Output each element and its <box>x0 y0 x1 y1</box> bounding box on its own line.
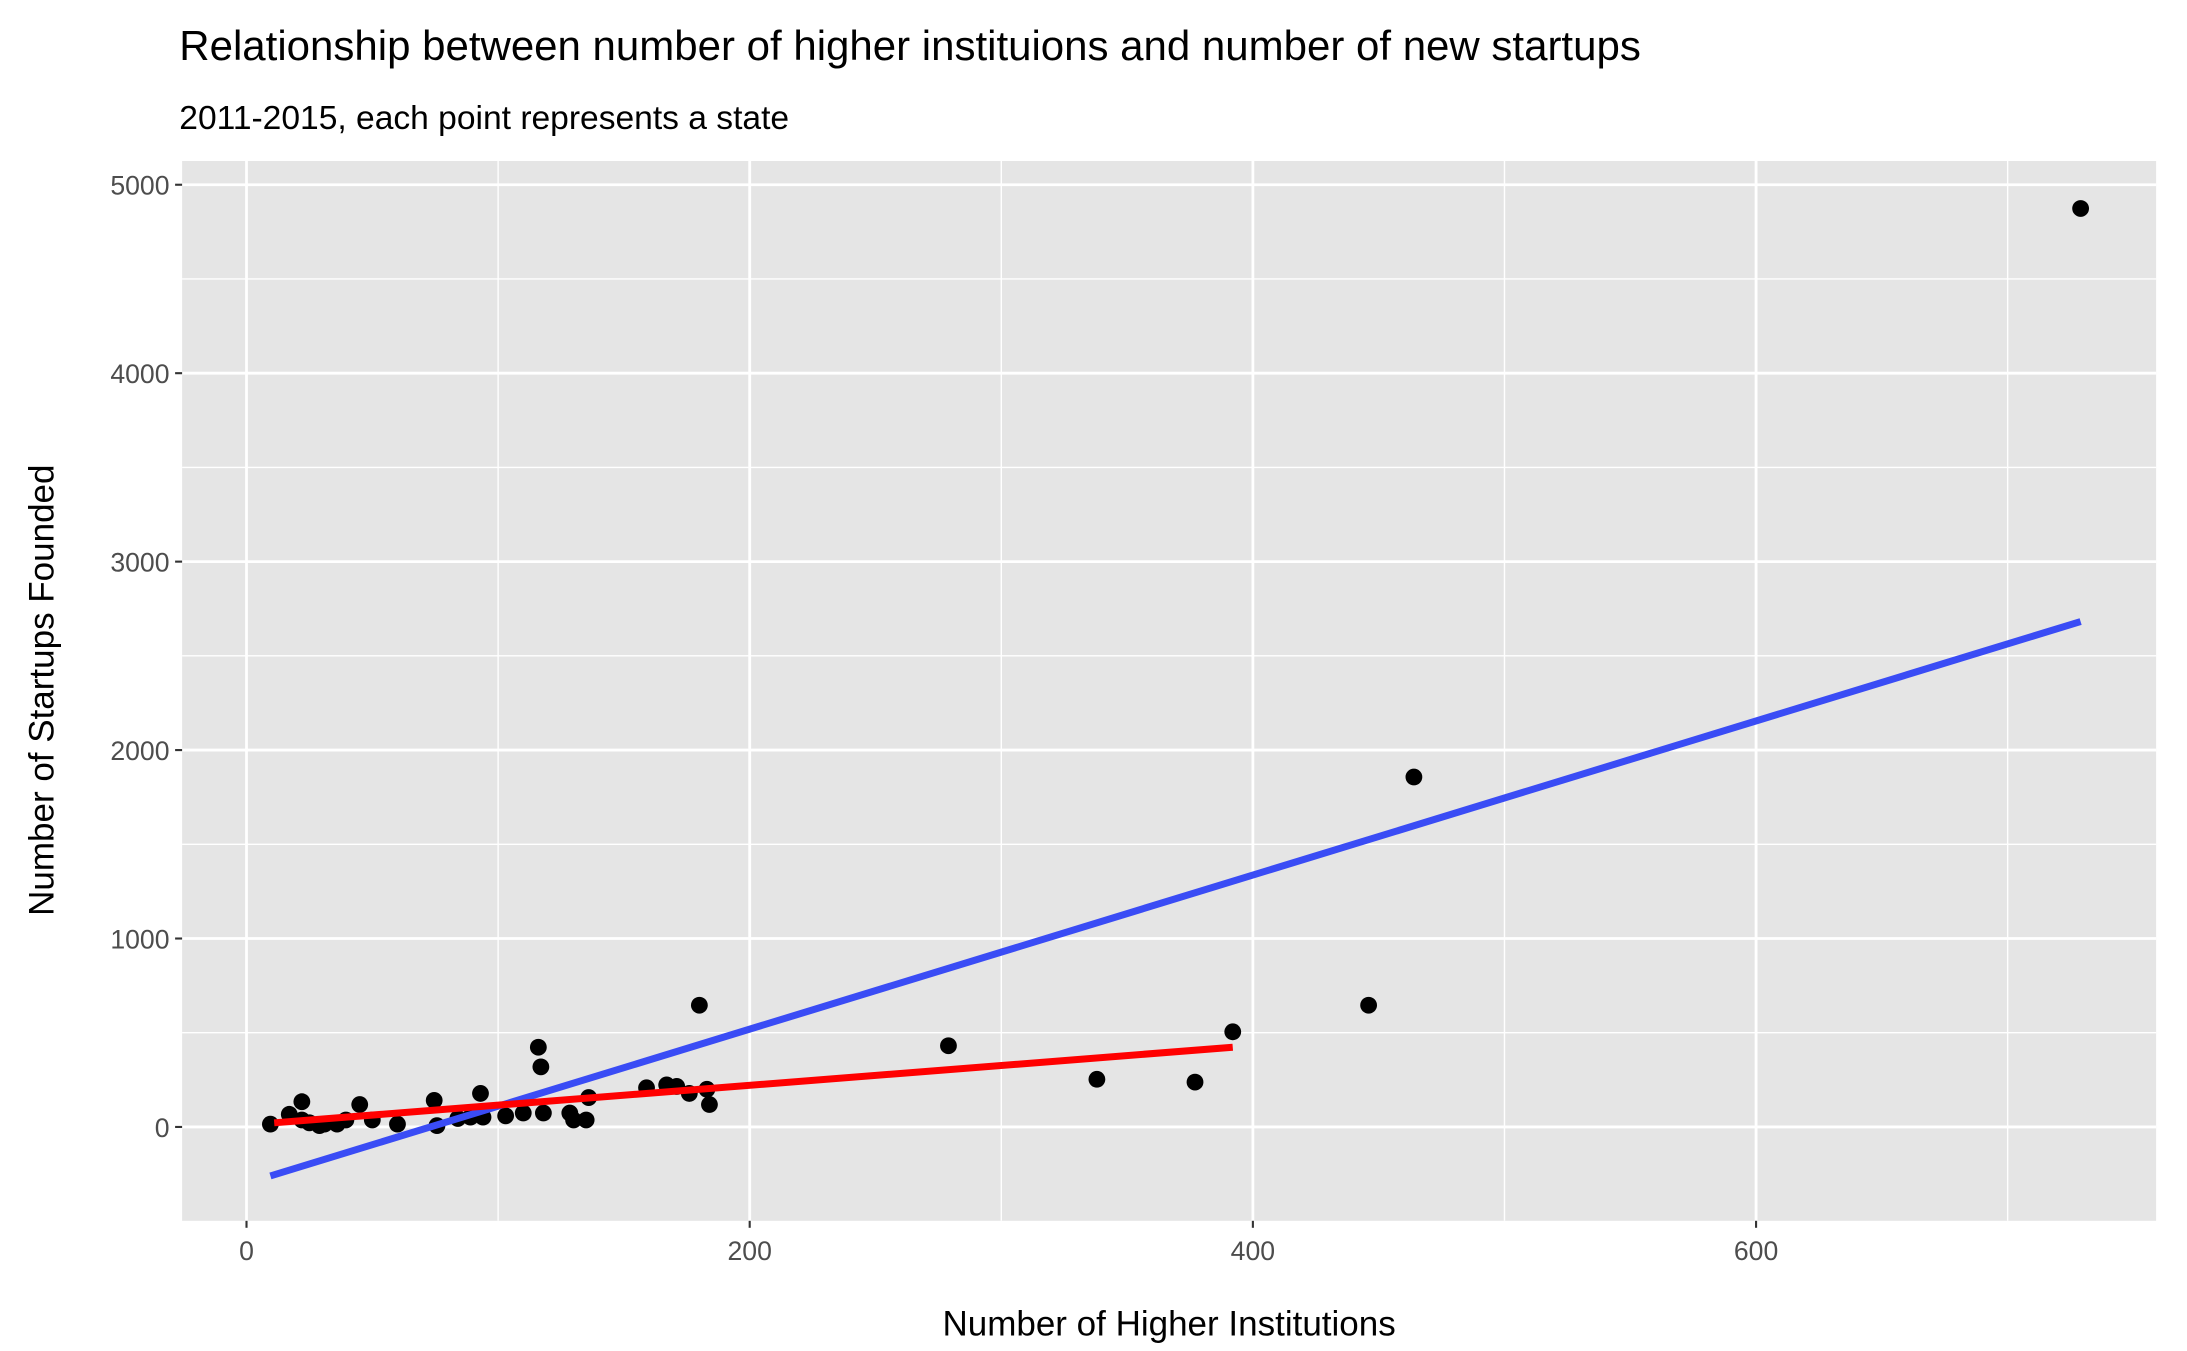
chart-title: Relationship between number of higher in… <box>179 22 1641 69</box>
point <box>529 1038 547 1056</box>
y-tick-label: 3000 <box>110 547 169 577</box>
plot-panel <box>182 161 2157 1221</box>
x-tick-label: 0 <box>239 1236 254 1266</box>
x-tick-label: 200 <box>728 1236 772 1266</box>
point <box>690 996 708 1014</box>
point <box>389 1115 406 1133</box>
point <box>1224 1023 1242 1041</box>
point <box>1088 1070 1106 1088</box>
point <box>2072 200 2090 217</box>
point <box>351 1096 369 1113</box>
y-tick-label: 2000 <box>110 736 169 766</box>
y-tick-label: 4000 <box>110 359 169 389</box>
y-tick-label: 0 <box>155 1113 170 1143</box>
point <box>425 1091 443 1109</box>
chart-subtitle: 2011-2015, each point represents a state <box>179 100 789 137</box>
point <box>532 1058 550 1076</box>
point <box>293 1093 311 1111</box>
point <box>577 1111 595 1129</box>
point <box>497 1107 515 1125</box>
x-tick-label: 600 <box>1734 1236 1778 1266</box>
x-tick-label: 400 <box>1231 1236 1275 1266</box>
y-axis-title: Number of Startups Founded <box>22 465 61 916</box>
point <box>472 1085 489 1102</box>
y-tick-label: 1000 <box>110 924 169 954</box>
point <box>940 1037 957 1055</box>
y-tick-label: 5000 <box>110 171 169 201</box>
fit-line <box>269 618 2082 1180</box>
point <box>1405 768 1423 786</box>
point <box>514 1104 532 1122</box>
point <box>701 1096 718 1113</box>
point <box>1360 996 1378 1014</box>
point <box>1186 1073 1204 1091</box>
fit-line <box>273 1043 1234 1127</box>
x-axis-title: Number of Higher Institutions <box>942 1305 1395 1344</box>
point <box>534 1104 552 1122</box>
point <box>565 1111 582 1129</box>
